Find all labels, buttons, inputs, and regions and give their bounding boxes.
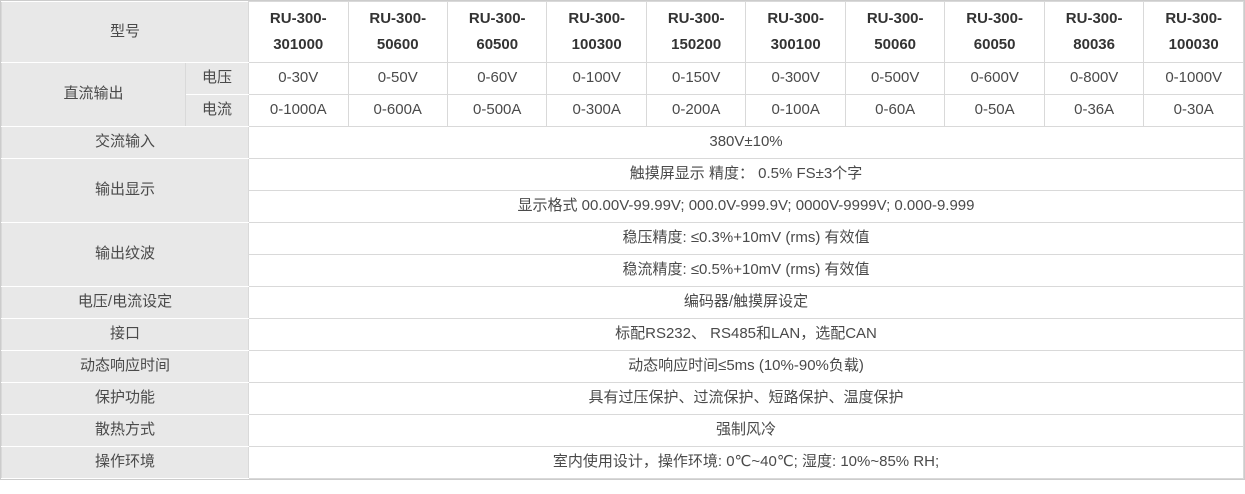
protection-row: 保护功能 具有过压保护、过流保护、短路保护、温度保护 — [0, 382, 1244, 415]
voltage-value-cell: 0-50V — [347, 62, 448, 95]
current-value-cell: 0-500A — [446, 94, 548, 127]
voltage-value-cell: 0-150V — [645, 62, 747, 95]
row-label-interface: 接口 — [0, 318, 250, 351]
current-value-cell: 0-600A — [347, 94, 448, 127]
row-label-vi-setting: 电压/电流设定 — [0, 286, 250, 319]
row-label-operating-env: 操作环境 — [0, 446, 250, 479]
model-header: RU-300-150200 — [645, 1, 747, 63]
operating-env-row: 操作环境 室内使用设计，操作环境: 0℃~40℃; 湿度: 10%~85% RH… — [0, 446, 1244, 479]
voltage-value-cell: 0-60V — [446, 62, 548, 95]
sub-label-voltage: 电压 — [184, 62, 250, 95]
vi-setting-row: 电压/电流设定 编码器/触摸屏设定 — [0, 286, 1244, 319]
sub-label-current: 电流 — [184, 94, 250, 127]
spec-value-cell: 具有过压保护、过流保护、短路保护、温度保护 — [248, 382, 1244, 415]
header-row: 型号 RU-300-301000 RU-300-50600 RU-300-605… — [0, 1, 1244, 63]
spec-value-cell: 强制风冷 — [248, 414, 1244, 447]
spec-value-cell: 380V±10% — [248, 126, 1244, 159]
output-display-row-2: 显示格式 00.00V-99.99V; 000.0V-999.9V; 0000V… — [2, 190, 1244, 223]
spec-value-cell: 显示格式 00.00V-99.99V; 000.0V-999.9V; 0000V… — [248, 190, 1244, 223]
current-value-cell: 0-50A — [944, 94, 1045, 127]
spec-value-cell: 稳压精度: ≤0.3%+10mV (rms) 有效值 — [248, 222, 1244, 255]
voltage-value-cell: 0-800V — [1043, 62, 1145, 95]
model-header: RU-300-60500 — [446, 1, 548, 63]
spec-value-cell: 触摸屏显示 精度： 0.5% FS±3个字 — [248, 158, 1244, 191]
cooling-row: 散热方式 强制风冷 — [0, 414, 1244, 447]
output-ripple-row-1: 输出纹波 稳压精度: ≤0.3%+10mV (rms) 有效值 — [0, 222, 1244, 287]
row-label-dc-output: 直流输出 — [1, 62, 186, 127]
voltage-value-cell: 0-300V — [745, 62, 846, 95]
voltage-value-cell: 0-1000V — [1143, 62, 1244, 95]
dynamic-response-row: 动态响应时间 动态响应时间≤5ms (10%-90%负载) — [0, 350, 1244, 383]
spec-value-cell: 动态响应时间≤5ms (10%-90%负载) — [248, 350, 1244, 383]
row-label-cooling: 散热方式 — [0, 414, 250, 447]
voltage-value-cell: 0-500V — [844, 62, 946, 95]
voltage-value-cell: 0-30V — [248, 62, 349, 95]
dc-voltage-row: 直流输出 电压 0-30V 0-50V 0-60V 0-100V 0-150V … — [1, 62, 1244, 127]
spec-value-cell: 标配RS232、 RS485和LAN，选配CAN — [248, 318, 1244, 351]
current-value-cell: 0-1000A — [248, 94, 349, 127]
corner-header-model: 型号 — [0, 1, 250, 63]
spec-value-cell: 编码器/触摸屏设定 — [248, 286, 1244, 319]
row-label-protection: 保护功能 — [0, 382, 250, 415]
output-ripple-row-2: 稳流精度: ≤0.5%+10mV (rms) 有效值 — [2, 254, 1244, 287]
dc-current-row: 电流 0-1000A 0-600A 0-500A 0-300A 0-200A 0… — [2, 94, 1244, 127]
row-label-ac-input: 交流输入 — [0, 126, 250, 159]
model-header: RU-300-60050 — [944, 1, 1045, 63]
current-value-cell: 0-200A — [645, 94, 747, 127]
spec-table-container: 型号 RU-300-301000 RU-300-50600 RU-300-605… — [0, 0, 1245, 480]
row-label-output-display: 输出显示 — [0, 158, 250, 223]
ac-input-row: 交流输入 380V±10% — [0, 126, 1244, 159]
model-header: RU-300-100300 — [546, 1, 647, 63]
spec-value-cell: 稳流精度: ≤0.5%+10mV (rms) 有效值 — [248, 254, 1244, 287]
model-header: RU-300-50600 — [347, 1, 448, 63]
voltage-value-cell: 0-100V — [546, 62, 647, 95]
model-header: RU-300-100030 — [1143, 1, 1244, 63]
current-value-cell: 0-100A — [745, 94, 846, 127]
voltage-value-cell: 0-600V — [944, 62, 1045, 95]
current-value-cell: 0-36A — [1043, 94, 1145, 127]
row-label-output-ripple: 输出纹波 — [0, 222, 250, 287]
model-header: RU-300-50060 — [844, 1, 946, 63]
model-header: RU-300-300100 — [745, 1, 846, 63]
spec-table: 型号 RU-300-301000 RU-300-50600 RU-300-605… — [0, 1, 1244, 479]
row-label-dynamic-response: 动态响应时间 — [0, 350, 250, 383]
model-header: RU-300-80036 — [1043, 1, 1145, 63]
current-value-cell: 0-60A — [844, 94, 946, 127]
interface-row: 接口 标配RS232、 RS485和LAN，选配CAN — [0, 318, 1244, 351]
spec-value-cell: 室内使用设计，操作环境: 0℃~40℃; 湿度: 10%~85% RH; — [248, 446, 1244, 479]
output-display-row-1: 输出显示 触摸屏显示 精度： 0.5% FS±3个字 — [0, 158, 1244, 223]
current-value-cell: 0-30A — [1143, 94, 1244, 127]
model-header: RU-300-301000 — [248, 1, 349, 63]
current-value-cell: 0-300A — [546, 94, 647, 127]
